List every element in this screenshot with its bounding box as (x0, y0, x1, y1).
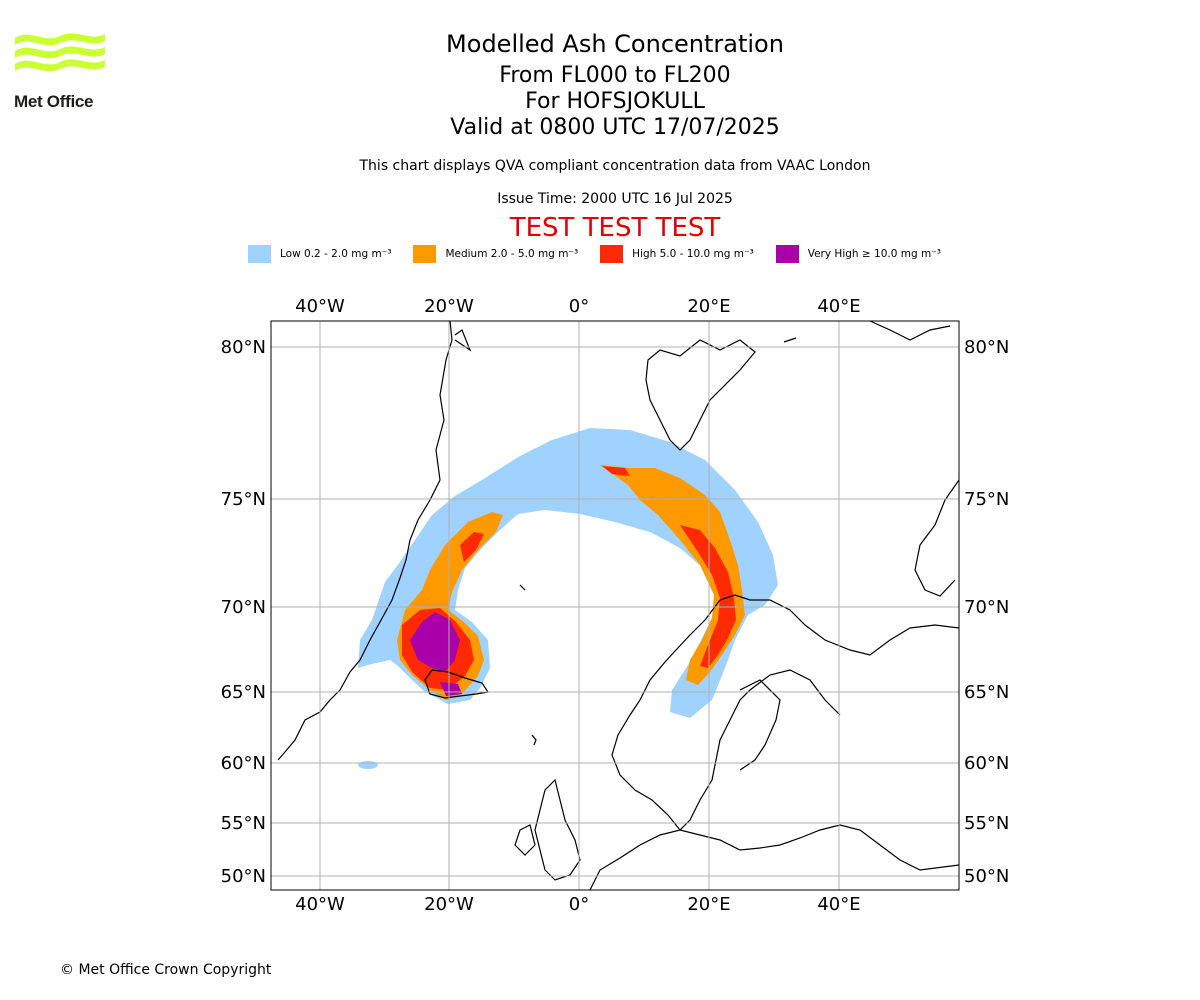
lat-tick-right-2: 75°N (964, 489, 1009, 510)
lon-tick-top-1: 40°W (295, 296, 345, 317)
lon-tick-top-3: 0° (569, 296, 589, 317)
chart-subtitle: This chart displays QVA compliant concen… (359, 158, 871, 174)
met-office-wordmark: Met Office (14, 92, 94, 111)
legend-label-medium: Medium 2.0 - 5.0 mg m⁻³ (445, 248, 579, 260)
ash-high-patch-north (602, 466, 630, 476)
ash-high-strip-west (460, 532, 484, 562)
met-office-logo-icon (15, 33, 105, 72)
flight-level-range: From FL000 to FL200 (499, 63, 731, 88)
lon-tick-top-4: 20°E (687, 296, 730, 317)
lat-tick-right-7: 50°N (964, 866, 1009, 887)
legend-swatch-low (248, 245, 271, 263)
issue-time: Issue Time: 2000 UTC 16 Jul 2025 (497, 191, 733, 207)
lat-tick-right-6: 55°N (964, 813, 1009, 834)
lat-tick-left-2: 75°N (221, 489, 266, 510)
lon-tick-bottom-1: 40°W (295, 894, 345, 915)
test-banner: TEST TEST TEST (509, 213, 721, 243)
legend-item-high: High 5.0 - 10.0 mg m⁻³ (600, 245, 754, 263)
map-frame (270, 320, 960, 891)
ash-low-patch (358, 761, 378, 769)
lat-tick-left-3: 70°N (221, 597, 266, 618)
legend-item-very-high: Very High ≥ 10.0 mg m⁻³ (775, 245, 941, 263)
lon-tick-bottom-5: 40°E (817, 894, 860, 915)
legend-swatch-high (600, 245, 624, 263)
lat-tick-left-6: 55°N (221, 813, 266, 834)
lon-tick-top-2: 20°W (424, 296, 474, 317)
lat-tick-left-7: 50°N (221, 866, 266, 887)
legend-swatch-medium (413, 245, 437, 263)
legend: Low 0.2 - 2.0 mg m⁻³ Medium 2.0 - 5.0 mg… (248, 244, 963, 264)
lon-tick-bottom-4: 20°E (687, 894, 730, 915)
lon-tick-bottom-2: 20°W (424, 894, 474, 915)
lat-tick-left-1: 80°N (221, 337, 266, 358)
volcano-name: For HOFSJOKULL (525, 89, 705, 114)
lat-tick-right-3: 70°N (964, 597, 1009, 618)
gridlines (271, 321, 959, 890)
lat-tick-right-1: 80°N (964, 337, 1009, 358)
lat-tick-left-4: 65°N (221, 682, 266, 703)
legend-item-medium: Medium 2.0 - 5.0 mg m⁻³ (413, 245, 578, 263)
valid-time: Valid at 0800 UTC 17/07/2025 (450, 115, 780, 140)
ash-high-region-east (680, 525, 736, 668)
lat-tick-right-5: 60°N (964, 753, 1009, 774)
copyright-notice: © Met Office Crown Copyright (60, 962, 272, 978)
lat-tick-left-5: 60°N (221, 753, 266, 774)
legend-label-low: Low 0.2 - 2.0 mg m⁻³ (280, 248, 392, 260)
legend-label-very-high: Very High ≥ 10.0 mg m⁻³ (807, 248, 941, 260)
lon-tick-top-5: 40°E (817, 296, 860, 317)
ash-very-high-region (410, 612, 460, 672)
chart-title: Modelled Ash Concentration (446, 30, 784, 58)
lon-tick-bottom-3: 0° (569, 894, 589, 915)
legend-swatch-very-high (775, 245, 799, 263)
legend-item-low: Low 0.2 - 2.0 mg m⁻³ (248, 245, 391, 263)
legend-label-high: High 5.0 - 10.0 mg m⁻³ (632, 248, 754, 260)
lat-tick-right-4: 65°N (964, 682, 1009, 703)
